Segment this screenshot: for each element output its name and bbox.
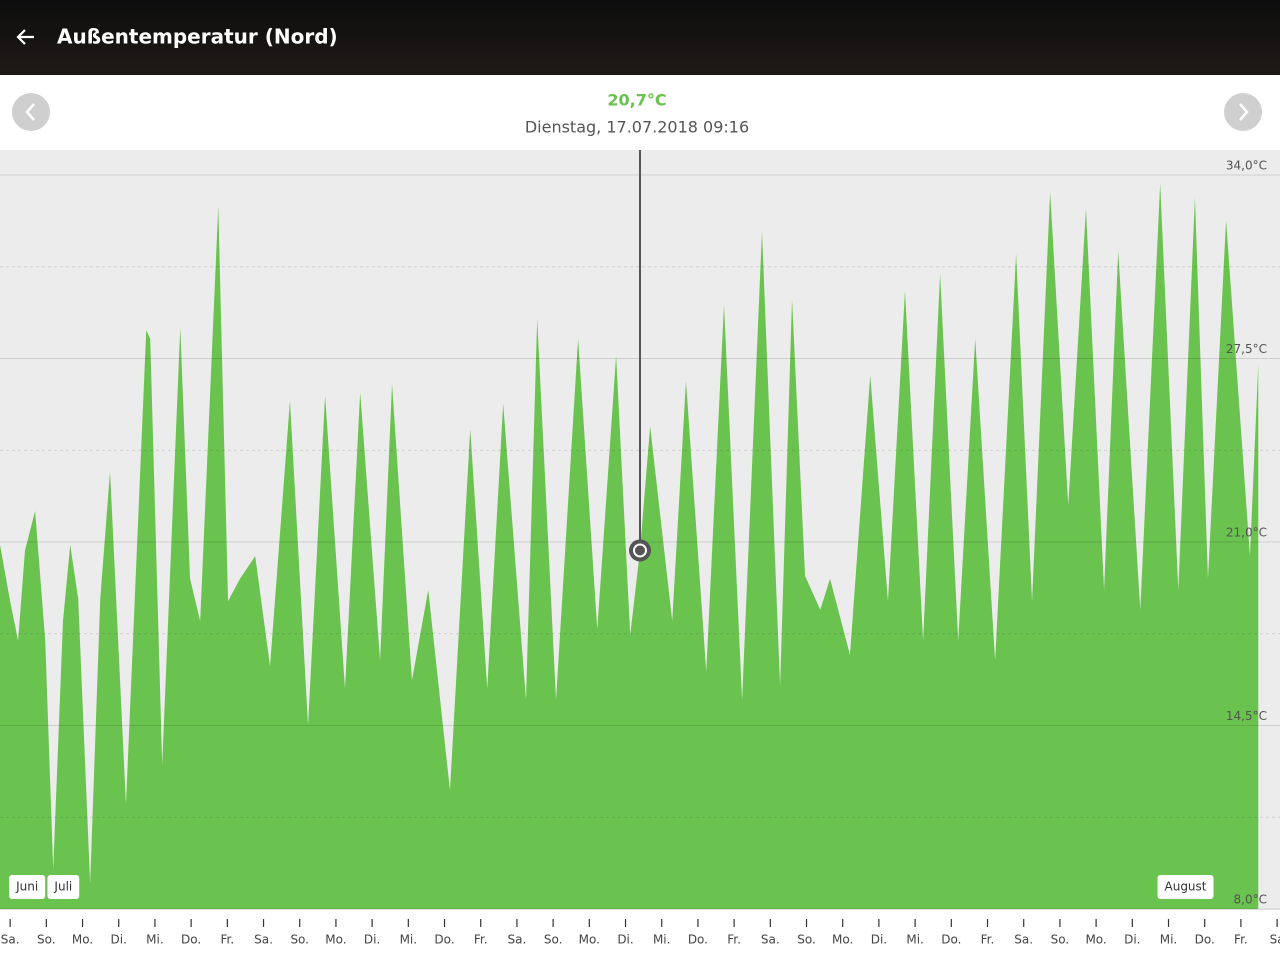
y-tick-label: 34,0°C [1226,159,1267,173]
selection-marker-dot [637,547,643,553]
month-label: August [1165,880,1207,894]
selected-value: 20,7°C [607,91,666,110]
x-tick-label: Do. [941,933,961,947]
y-tick-label: 21,0°C [1226,526,1267,540]
x-tick-label: So. [1051,933,1070,947]
x-tick-label: Mi. [653,933,671,947]
x-tick-label: Mo. [1085,933,1106,947]
x-tick-label: Di. [871,933,887,947]
x-tick-label: Di. [1124,933,1140,947]
x-tick-label: Mo. [325,933,346,947]
x-tick-label: Fr. [1234,933,1248,947]
x-tick-label: Sa. [761,933,780,947]
month-label: Juli [53,880,72,894]
x-tick-label: So. [797,933,816,947]
x-tick-label: Sa [1270,933,1280,947]
x-tick-label: Sa. [508,933,527,947]
x-tick-label: Mi. [906,933,924,947]
next-button[interactable] [1224,93,1262,131]
y-tick-label: 14,5°C [1226,709,1267,723]
app-bar [0,0,1280,75]
x-tick-label: Di. [617,933,633,947]
x-tick-label: Sa. [254,933,273,947]
x-tick-label: Mo. [579,933,600,947]
x-tick-label: Fr. [474,933,488,947]
x-tick-label: Mo. [832,933,853,947]
x-tick-label: Fr. [727,933,741,947]
month-label-box [47,875,80,899]
back-button[interactable] [16,29,34,45]
x-tick-label: Di. [111,933,127,947]
x-tick-label: Mi. [400,933,418,947]
x-tick-label: So. [37,933,56,947]
x-tick-label: Mi. [1160,933,1178,947]
temperature-area [0,183,1259,909]
info-strip [0,75,1280,150]
x-tick-label: So. [544,933,563,947]
month-label: Juni [15,880,38,894]
x-tick-label: Sa. [1,933,20,947]
x-tick-label: Mo. [72,933,93,947]
x-tick-label: Do. [434,933,454,947]
x-tick-label: Sa. [1014,933,1033,947]
x-tick-label: Do. [688,933,708,947]
x-tick-label: Fr. [981,933,995,947]
month-label-box [1157,875,1214,899]
x-axis-area [0,910,1280,960]
x-tick-label: So. [290,933,309,947]
month-label-box [9,875,46,899]
y-tick-label: 27,5°C [1226,342,1267,356]
x-tick-label: Mi. [146,933,164,947]
x-tick-label: Fr. [220,933,234,947]
selected-date: Dienstag, 17.07.2018 09:16 [525,118,749,137]
x-tick-label: Di. [364,933,380,947]
x-tick-label: Do. [1195,933,1215,947]
prev-button[interactable] [12,93,50,131]
y-tick-label: 8,0°C [1234,893,1267,907]
page-title: Außentemperatur (Nord) [57,25,338,49]
selection-marker-ring [633,543,647,558]
x-tick-label: Do. [181,933,201,947]
